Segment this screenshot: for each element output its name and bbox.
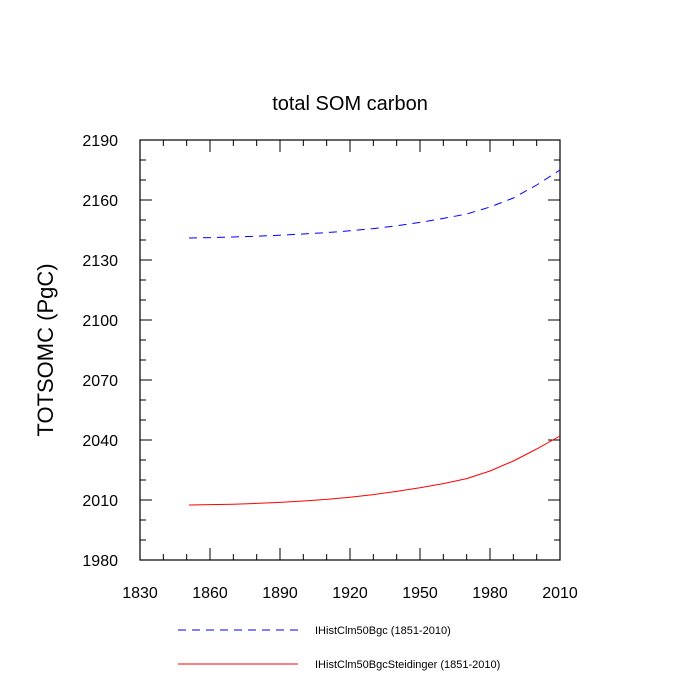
- x-tick-label: 1890: [262, 585, 298, 602]
- x-tick-label: 1980: [472, 585, 508, 602]
- y-tick-label: 2190: [82, 133, 118, 150]
- y-tick-label: 2040: [82, 433, 118, 450]
- x-tick-label: 1860: [192, 585, 228, 602]
- x-tick-label: 2010: [542, 585, 578, 602]
- legend: IHistClm50Bgc (1851-2010) IHistClm50BgcSt…: [178, 625, 500, 671]
- legend-label-2: IHistClm50BgcSteidinger (1851-2010): [315, 659, 500, 671]
- x-tick-label: 1920: [332, 585, 368, 602]
- y-tick-label: 2070: [82, 373, 118, 390]
- y-tick-labels: 1980 2010 2040 2070 2100 2130 2160 2190: [82, 133, 118, 570]
- series-line-2: [188, 435, 561, 506]
- y-tick-label: 2160: [82, 193, 118, 210]
- x-tick-label: 1950: [402, 585, 438, 602]
- series-line-1: [188, 169, 561, 239]
- y-tick-label: 1980: [82, 553, 118, 570]
- axis-ticks: [139, 139, 561, 561]
- legend-label-1: IHistClm50Bgc (1851-2010): [315, 625, 451, 637]
- y-tick-label: 2010: [82, 493, 118, 510]
- chart-title: total SOM carbon: [272, 93, 428, 115]
- x-tick-labels: 1830 1860 1890 1920 1950 1980 2010: [122, 585, 578, 602]
- y-tick-label: 2130: [82, 253, 118, 270]
- y-tick-label: 2100: [82, 313, 118, 330]
- series-lines: [188, 169, 561, 506]
- x-tick-label: 1830: [122, 585, 158, 602]
- y-axis-label: TOTSOMC (PgC): [33, 263, 58, 436]
